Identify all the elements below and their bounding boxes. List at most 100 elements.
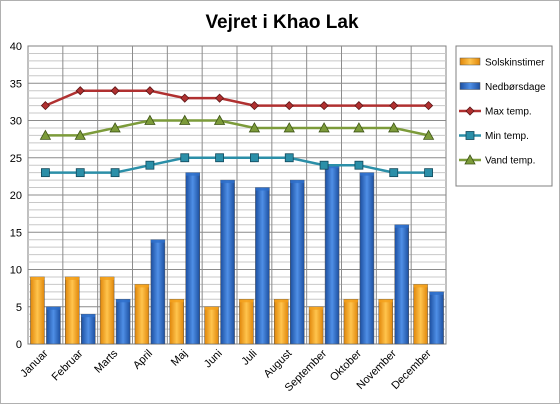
bar-cap	[290, 180, 305, 184]
legend-label-solskinstimer: Solskinstimer	[485, 58, 545, 69]
bar-nedbørsdage	[150, 239, 166, 345]
x-tick-label: Februar	[50, 347, 86, 383]
bar-solskinstimer	[413, 284, 428, 345]
point-vand-temp	[248, 122, 261, 133]
x-tick-label: Marts	[92, 347, 120, 375]
legend-marker-vand-temp	[464, 154, 476, 165]
point-max-temp	[424, 101, 434, 111]
bar-nedbørsdage	[394, 224, 409, 345]
y-tick-label: 10	[10, 265, 22, 277]
bar-cap	[134, 284, 149, 288]
bar-cap	[378, 299, 393, 303]
x-tick-label: Maj	[169, 348, 190, 369]
point-min-temp	[41, 168, 50, 178]
x-tick-label: April	[131, 348, 155, 372]
bar-cap	[65, 276, 80, 280]
legend-swatch-nedbørsdage	[459, 82, 481, 90]
bar-solskinstimer	[99, 276, 115, 345]
point-max-temp	[249, 101, 259, 111]
point-min-temp	[110, 168, 120, 178]
y-tick-label: 0	[16, 339, 22, 351]
bar-nedbørsdage	[290, 179, 305, 345]
point-vand-temp	[353, 122, 365, 133]
y-tick-label: 15	[10, 227, 22, 239]
legend-label-max-temp: Max temp.	[485, 107, 532, 118]
bar-nedbørsdage	[185, 172, 200, 345]
point-vand-temp	[109, 122, 121, 133]
line-max-temp	[44, 89, 429, 107]
point-min-temp	[250, 153, 259, 163]
bar-solskinstimer	[65, 276, 80, 345]
bar-solskinstimer	[343, 299, 359, 345]
point-vand-temp	[213, 114, 226, 125]
y-tick-label: 35	[10, 78, 22, 90]
point-min-temp	[284, 153, 294, 163]
point-max-temp	[284, 101, 294, 111]
point-vand-temp	[422, 129, 435, 140]
bar-nedbørsdage	[115, 299, 131, 345]
legend-marker-min-temp	[465, 131, 475, 140]
bar-cap	[100, 276, 115, 280]
legend-swatch-solskinstimer	[459, 57, 481, 66]
line-vand-temp	[45, 119, 429, 137]
bar-cap	[185, 172, 200, 176]
y-tick-label: 40	[10, 41, 22, 53]
bar-cap	[150, 239, 165, 243]
bar-solskinstimer	[204, 306, 219, 345]
x-tick-label: August	[262, 348, 295, 381]
bar-solskinstimer	[134, 284, 150, 345]
bar-cap	[116, 299, 131, 303]
bar-cap	[359, 172, 374, 176]
bar-cap	[239, 299, 254, 303]
bar-cap	[394, 224, 409, 228]
bar-solskinstimer	[378, 299, 393, 345]
bar-solskinstimer	[274, 299, 289, 345]
bar-cap	[325, 165, 340, 169]
x-tick-label: Januar	[18, 347, 51, 380]
point-vand-temp	[179, 114, 191, 125]
x-tick-label: Juli	[239, 348, 259, 368]
point-max-temp	[354, 101, 364, 111]
bar-cap	[255, 187, 270, 191]
point-max-temp	[40, 101, 50, 111]
legend-label-nedbørsdage: Nedbørsdage	[485, 82, 546, 93]
bar-cap	[81, 314, 96, 318]
bar-nedbørsdage	[255, 187, 270, 345]
point-vand-temp	[318, 122, 330, 133]
bar-nedbørsdage	[429, 291, 444, 345]
y-tick-label: 5	[16, 302, 22, 314]
bar-nedbørsdage	[46, 306, 61, 345]
bar-nedbørsdage	[81, 313, 96, 345]
point-min-temp	[75, 168, 85, 178]
point-max-temp	[215, 93, 225, 103]
point-max-temp	[75, 86, 85, 96]
bar-cap	[169, 299, 184, 303]
legend-label-vand-temp: Vand temp.	[485, 156, 535, 167]
point-vand-temp	[39, 129, 52, 140]
point-min-temp	[354, 160, 364, 170]
chart-title: Vejret i Khao Lak	[205, 12, 359, 33]
point-min-temp	[145, 160, 155, 170]
y-tick-label: 25	[10, 153, 22, 165]
y-tick-label: 30	[10, 116, 22, 128]
bar-cap	[309, 306, 324, 310]
bar-solskinstimer	[30, 276, 45, 345]
bar-cap	[413, 284, 428, 288]
bar-solskinstimer	[239, 299, 254, 345]
bars	[30, 164, 444, 345]
point-min-temp	[180, 153, 190, 163]
y-tick-label: 20	[10, 190, 22, 202]
bar-cap	[274, 299, 289, 303]
bar-nedbørsdage	[220, 179, 235, 345]
bar-cap	[343, 299, 358, 303]
x-tick-label: Juni	[202, 348, 225, 371]
bar-cap	[46, 306, 61, 310]
bar-solskinstimer	[308, 306, 324, 345]
point-min-temp	[215, 153, 224, 163]
point-max-temp	[319, 101, 329, 111]
point-max-temp	[110, 86, 120, 96]
point-max-temp	[145, 86, 155, 96]
point-vand-temp	[388, 122, 400, 133]
legend-label-min-temp: Min temp.	[485, 131, 529, 142]
